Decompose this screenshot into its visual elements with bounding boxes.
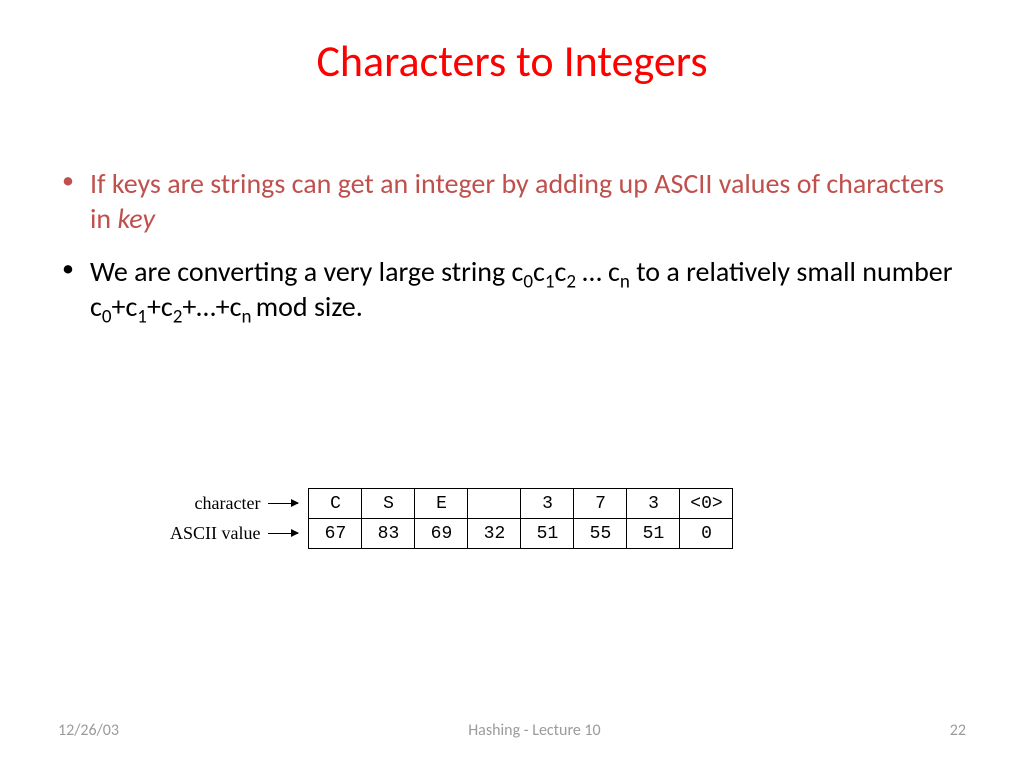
arrow-icon [268,503,298,504]
label-ascii: ASCII value [170,523,260,544]
char-cell: 3 [627,489,680,519]
char-cell: C [309,489,362,519]
bullet-1: If keys are strings can get an integer b… [58,166,966,236]
b2-t4: mod size. [256,289,363,324]
b2-s0b: 0 [102,306,112,329]
footer-lecture: Hashing - Lecture 10 [468,721,600,740]
slide-title: Characters to Integers [0,0,1024,88]
char-cell: 3 [521,489,574,519]
b2-c2: c [555,254,567,289]
char-cell: 7 [574,489,627,519]
ascii-cell: 51 [521,519,574,549]
ascii-table-wrap: character ASCII value C S E 3 7 3 <0> 67… [170,488,733,549]
table-row: 67 83 69 32 51 55 51 0 [309,519,733,549]
ascii-cell: 55 [574,519,627,549]
b2-p1: +c [112,289,138,324]
content-area: If keys are strings can get an integer b… [0,88,1024,324]
bullet-1-text: If keys are strings can get an integer b… [90,166,944,236]
table-labels: character ASCII value [170,489,298,549]
char-cell: <0> [680,489,733,519]
b2-s2b: 2 [173,306,183,329]
b2-snb: n [241,306,255,329]
bullet-2: We are converting a very large string c0… [58,254,966,324]
char-cell: E [415,489,468,519]
ascii-cell: 83 [362,519,415,549]
ascii-cell: 67 [309,519,362,549]
b2-c1: c [533,254,545,289]
label-character: character [195,493,261,514]
ascii-cell: 0 [680,519,733,549]
slide-footer: 12/26/03 Hashing - Lecture 10 22 [0,721,1024,740]
label-row-ascii: ASCII value [170,519,298,549]
ascii-cell: 69 [415,519,468,549]
table-row: C S E 3 7 3 <0> [309,489,733,519]
b2-s2: 2 [566,271,576,294]
b2-p2: +c [147,289,173,324]
ascii-cell: 32 [468,519,521,549]
char-cell: S [362,489,415,519]
b2-t1: We are converting a very large string c [90,254,523,289]
b2-sn: n [620,271,630,294]
b2-p3: +…+c [182,289,241,324]
ascii-cell: 51 [627,519,680,549]
footer-date: 12/26/03 [58,721,119,740]
bullet-1-key: key [117,201,155,236]
footer-page: 22 [950,721,966,740]
arrow-icon [268,533,298,534]
ascii-table: C S E 3 7 3 <0> 67 83 69 32 51 55 51 0 [308,488,733,549]
bullet-list: If keys are strings can get an integer b… [58,166,966,324]
b2-s1: 1 [545,271,555,294]
b2-s1b: 1 [137,306,147,329]
b2-s0: 0 [523,271,533,294]
label-row-char: character [195,489,299,519]
char-cell [468,489,521,519]
b2-t2: … c [576,254,620,289]
